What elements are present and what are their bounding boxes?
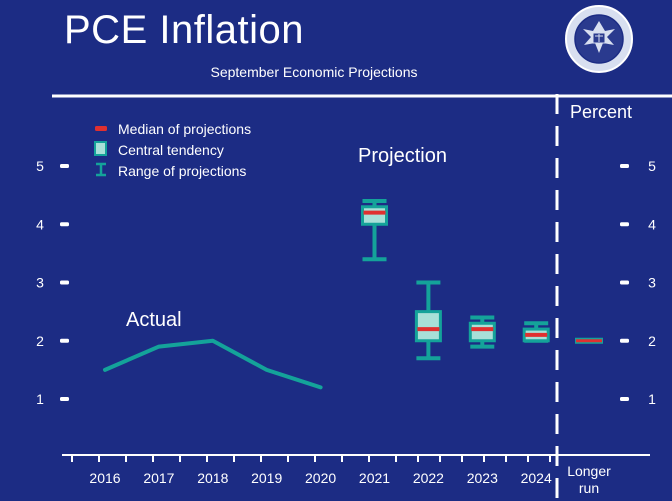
- y-tick-mark-left: [60, 397, 69, 401]
- y-tick-label-left: 4: [36, 216, 44, 232]
- y-tick-label-left: 5: [36, 158, 44, 174]
- legend-central-swatch: [94, 141, 107, 156]
- x-tick-label: 2023: [467, 470, 498, 486]
- legend-range-swatch: [96, 162, 106, 177]
- legend-median-label: Median of projections: [118, 121, 251, 137]
- y-tick-label-right: 3: [648, 275, 656, 291]
- x-tick-label: Longer: [567, 463, 611, 479]
- y-tick-mark-left: [60, 164, 69, 168]
- y-tick-mark-right: [620, 280, 629, 285]
- y-tick-label-right: 2: [648, 333, 656, 349]
- x-tick-label: 2017: [143, 470, 174, 486]
- federal-reserve-seal: [565, 5, 633, 73]
- y-tick-mark-right: [620, 397, 629, 401]
- page-title: PCE Inflation: [64, 8, 304, 52]
- actual-series-line: [103, 338, 323, 390]
- central-tendency-box: [361, 205, 388, 226]
- page-subtitle: September Economic Projections: [210, 64, 418, 80]
- legend-median-swatch: [95, 126, 107, 131]
- y-tick-mark-right: [620, 164, 629, 168]
- y-tick-mark-right: [620, 338, 629, 343]
- legend-central-label: Central tendency: [118, 142, 224, 158]
- x-tick-label: 2021: [359, 470, 390, 486]
- y-tick-label-left: 1: [36, 391, 44, 407]
- y-unit-label: Percent: [570, 102, 632, 122]
- y-tick-mark-left: [60, 338, 69, 343]
- y-tick-mark-left: [60, 222, 69, 227]
- y-tick-label-left: 3: [36, 275, 44, 291]
- legend-range-label: Range of projections: [118, 163, 246, 179]
- x-tick-label: 2024: [521, 470, 552, 486]
- x-tick-label: 2018: [197, 470, 228, 486]
- x-tick-label: run: [579, 480, 599, 496]
- y-tick-mark-right: [620, 222, 629, 227]
- y-tick-label-right: 4: [648, 216, 656, 232]
- y-tick-label-right: 1: [648, 391, 656, 407]
- central-tendency-box: [414, 310, 442, 343]
- projection-annotation: Projection: [358, 145, 447, 167]
- y-tick-label-left: 2: [36, 333, 44, 349]
- central-tendency-box: [468, 321, 496, 343]
- x-tick-label: 2020: [305, 470, 336, 486]
- actual-annotation: Actual: [126, 309, 182, 331]
- y-tick-label-right: 5: [648, 158, 656, 174]
- x-tick-label: 2022: [413, 470, 444, 486]
- x-tick-label: 2016: [89, 470, 120, 486]
- x-tick-label: 2019: [251, 470, 282, 486]
- y-tick-mark-left: [60, 280, 69, 285]
